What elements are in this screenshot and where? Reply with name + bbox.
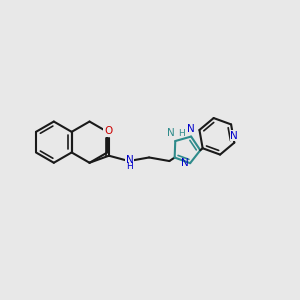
Text: H: H	[178, 129, 185, 138]
Text: N: N	[187, 124, 195, 134]
Text: N: N	[167, 128, 174, 138]
Text: N: N	[126, 155, 134, 165]
Text: O: O	[103, 127, 112, 137]
Text: H: H	[126, 162, 133, 171]
Text: O: O	[105, 126, 113, 136]
Text: N: N	[230, 131, 238, 141]
Text: N: N	[182, 158, 189, 168]
